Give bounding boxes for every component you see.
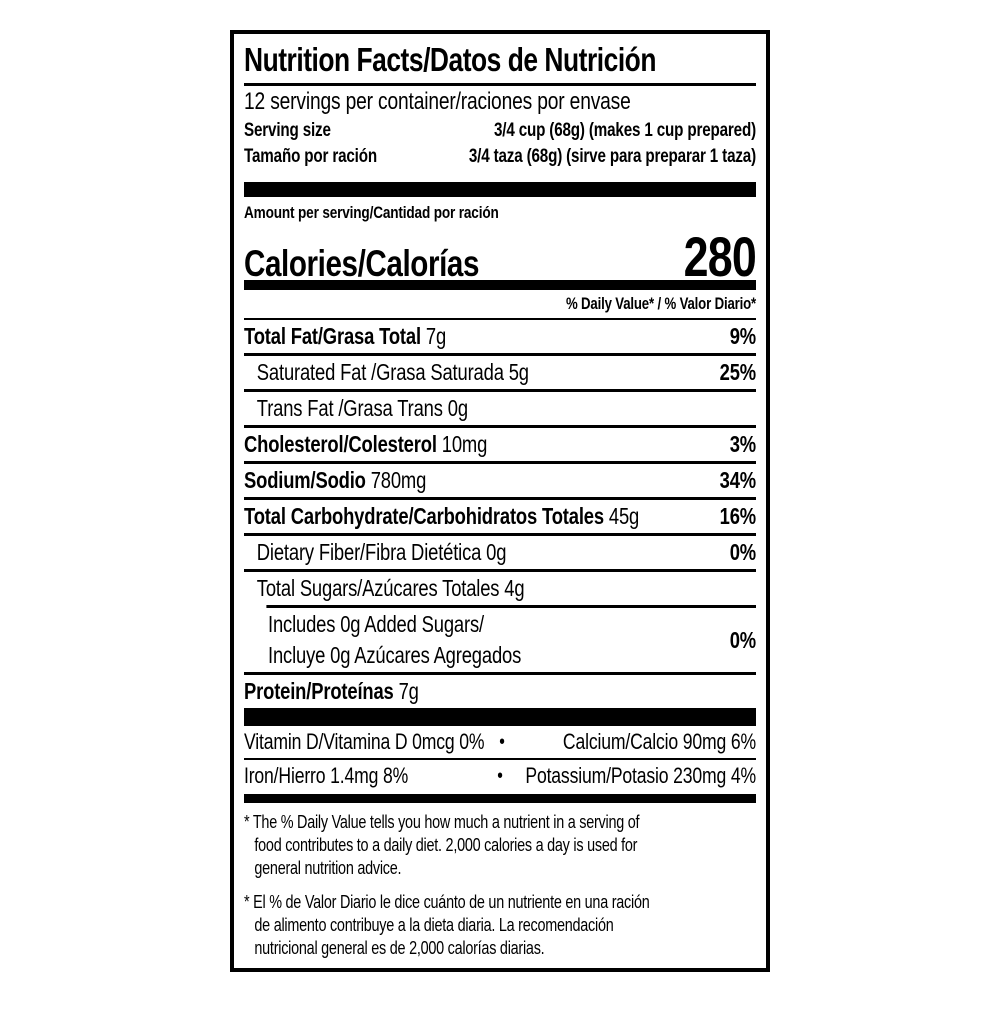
nutrient-amount: 45g: [603, 503, 640, 529]
nutrient-name: Saturated Fat /Grasa Saturada 5g: [256, 359, 529, 385]
nutrient-dv: 9%: [729, 323, 756, 349]
calories-label: Calories/Calorías: [244, 243, 480, 284]
nutrient-row-cholesterol: Cholesterol/Colesterol 10mg 3%: [244, 428, 756, 464]
vitamin-row-2: Iron/Hierro 1.4mg 8% • Potassium/Potasio…: [244, 760, 756, 792]
divider-bar-thick-protein: [244, 708, 756, 726]
label-title: Nutrition Facts/Datos de Nutrición: [244, 40, 756, 86]
nutrient-dv: 3%: [729, 431, 756, 457]
divider-bar-mid: [244, 280, 756, 290]
bullet-icon: •: [497, 765, 503, 787]
divider-bar-bottom: [244, 794, 756, 803]
calcium-value: Calcium/Calcio 90mg 6%: [562, 729, 756, 754]
nutrient-name: Total Sugars/Azúcares Totales 4g: [256, 575, 525, 601]
nutrient-row-sodium: Sodium/Sodio 780mg 34%: [244, 464, 756, 500]
nutrition-facts-label: Nutrition Facts/Datos de Nutrición 12 se…: [230, 30, 770, 972]
nutrient-name: Total Carbohydrate/Carbohidratos Totales: [244, 503, 604, 529]
calories-value: 280: [683, 225, 757, 288]
iron-value: Iron/Hierro 1.4mg 8%: [244, 763, 409, 788]
calories-row: Calories/Calorías 280: [244, 224, 757, 288]
serving-size-value-en: 3/4 cup (68g) (makes 1 cup prepared): [493, 120, 756, 141]
nutrient-row-dietary-fiber: Dietary Fiber/Fibra Dietética 0g 0%: [244, 536, 756, 572]
nutrient-row-saturated-fat: Saturated Fat /Grasa Saturada 5g 25%: [244, 356, 756, 392]
nutrient-row-total-carbohydrate: Total Carbohydrate/Carbohidratos Totales…: [244, 500, 756, 536]
nutrient-dv: 34%: [719, 467, 757, 493]
nutrient-amount: 7g: [393, 678, 419, 704]
nutrient-row-protein: Protein/Proteínas 7g: [244, 675, 756, 708]
nutrient-name: Includes 0g Added Sugars/ Incluye 0g Azú…: [268, 611, 522, 668]
serving-size-row-es: Tamaño por ración 3/4 taza (68g) (sirve …: [244, 144, 756, 170]
nutrient-dv: 25%: [719, 359, 757, 385]
nutrient-name: Protein/Proteínas: [244, 678, 394, 704]
serving-size-row-en: Serving size 3/4 cup (68g) (makes 1 cup …: [244, 118, 756, 144]
servings-per-container: 12 servings per container/raciones por e…: [244, 88, 631, 115]
potassium-value: Potassium/Potasio 230mg 4%: [525, 763, 756, 788]
vitamin-row-1: Vitamin D/Vitamina D 0mcg 0% • Calcium/C…: [244, 726, 756, 760]
nutrient-amount: 10mg: [436, 431, 488, 457]
bullet-icon: •: [499, 731, 505, 753]
serving-size-label-en: Serving size: [244, 120, 331, 141]
nutrient-name: Trans Fat /Grasa Trans 0g: [256, 395, 468, 421]
vitamin-d-value: Vitamin D/Vitamina D 0mcg 0%: [244, 729, 485, 754]
nutrient-row-trans-fat: Trans Fat /Grasa Trans 0g: [244, 392, 756, 428]
nutrient-dv: 16%: [719, 503, 757, 529]
nutrient-name: Sodium/Sodio: [244, 467, 366, 493]
divider-indented: [266, 605, 756, 608]
nutrient-name: Total Fat/Grasa Total: [244, 323, 421, 349]
daily-value-header: % Daily Value* / % Valor Diario*: [244, 290, 756, 320]
divider-bar-thick-top: [244, 182, 756, 197]
nutrient-amount: 7g: [420, 323, 447, 349]
nutrient-amount: 780mg: [365, 467, 427, 493]
nutrient-row-added-sugars: Includes 0g Added Sugars/ Incluye 0g Azú…: [244, 608, 756, 675]
amount-per-serving: Amount per serving/Cantidad por ración: [244, 203, 499, 222]
nutrient-dv: 0%: [729, 539, 756, 565]
nutrient-name: Cholesterol/Colesterol: [244, 431, 437, 457]
nutrient-name: Dietary Fiber/Fibra Dietética 0g: [256, 539, 507, 565]
nutrient-row-total-sugars: Total Sugars/Azúcares Totales 4g: [244, 572, 756, 605]
nutrient-dv: 0%: [729, 626, 756, 653]
footnote-daily-value-en: * The % Daily Value tells you how much a…: [244, 812, 640, 878]
serving-size-label-es: Tamaño por ración: [244, 146, 377, 167]
serving-size-value-es: 3/4 taza (68g) (sirve para preparar 1 ta…: [468, 146, 756, 167]
footnote-daily-value-es: * El % de Valor Diario le dice cuánto de…: [244, 892, 650, 958]
nutrient-row-total-fat: Total Fat/Grasa Total 7g 9%: [244, 320, 756, 356]
